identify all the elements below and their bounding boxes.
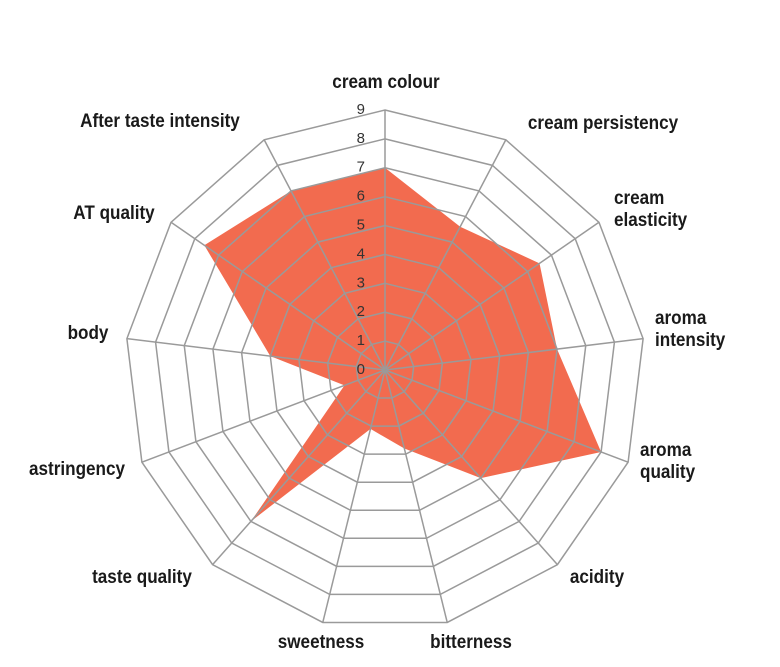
- category-label: AT quality: [73, 203, 155, 224]
- r-tick-label: 1: [357, 332, 365, 349]
- spoke: [322, 369, 386, 623]
- category-label: sweetness: [277, 632, 365, 653]
- grid-ring: [212, 195, 558, 540]
- grid-ring: [126, 109, 644, 624]
- grid-ring: [183, 167, 587, 568]
- category-label: cream elasticity: [614, 188, 688, 231]
- spoke: [384, 221, 600, 371]
- spoke: [126, 337, 386, 371]
- r-tick-label: 3: [357, 274, 365, 291]
- category-label: astringency: [29, 459, 125, 480]
- r-tick-label: 0: [357, 361, 365, 378]
- category-label: bitterness: [430, 632, 512, 653]
- category-label: cream persistency: [527, 113, 679, 134]
- r-tick-label: 4: [357, 245, 365, 262]
- spoke: [384, 369, 629, 463]
- spoke: [141, 369, 386, 463]
- r-tick-label: 5: [357, 217, 365, 234]
- r-tick-label: 7: [357, 159, 365, 176]
- r-tick-label: 9: [357, 101, 365, 118]
- r-tick-label: 2: [357, 303, 365, 320]
- spoke: [384, 139, 507, 371]
- spoke: [212, 369, 386, 566]
- category-label: body: [67, 323, 109, 344]
- r-tick-label: 6: [357, 188, 365, 205]
- grid-ring: [240, 224, 530, 511]
- category-label: aroma intensity: [655, 308, 726, 351]
- spoke: [263, 139, 386, 371]
- grid-ring: [154, 138, 616, 596]
- category-label: cream colour: [332, 72, 440, 93]
- radar-area: [204, 167, 602, 522]
- r-tick-label: 8: [357, 130, 365, 147]
- category-label: taste quality: [92, 567, 192, 588]
- category-label: After taste intensity: [80, 111, 240, 132]
- spoke: [384, 337, 644, 371]
- category-label: acidity: [569, 567, 625, 588]
- grid-ring: [355, 340, 415, 399]
- spoke: [170, 221, 386, 371]
- grid-ring: [269, 253, 501, 483]
- category-label: aroma quality: [640, 440, 696, 483]
- grid-ring: [326, 311, 444, 427]
- spoke: [384, 369, 558, 566]
- spoke: [384, 369, 448, 623]
- grid-ring: [298, 282, 472, 455]
